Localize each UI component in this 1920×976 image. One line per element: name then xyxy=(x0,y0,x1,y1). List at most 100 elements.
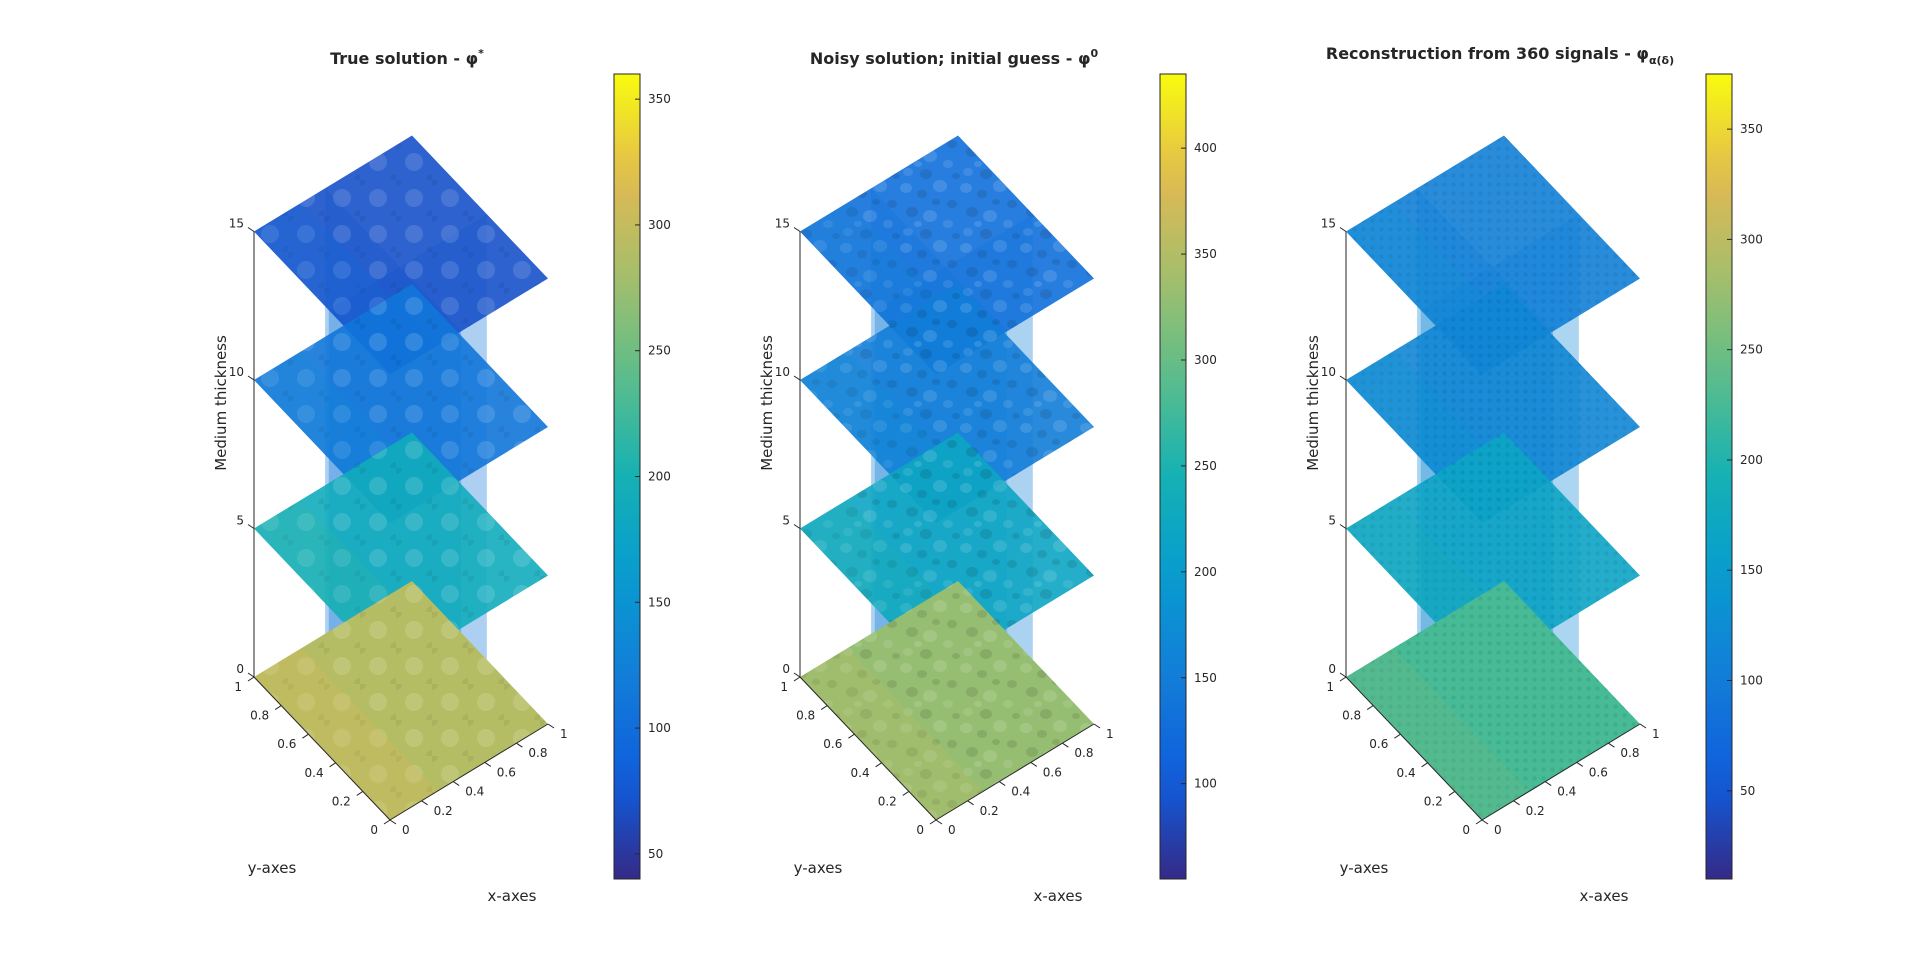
y-tick-label: 0 xyxy=(370,823,378,837)
colorbar: 50 100 150 200 250 300 350 xyxy=(613,73,671,880)
colorbar-gradient xyxy=(1706,74,1732,879)
y-tick-label: 0.6 xyxy=(1369,737,1388,751)
z-tick-label: 15 xyxy=(775,217,790,231)
x-tick-mark xyxy=(1030,761,1038,767)
z-tick-mark xyxy=(793,672,801,678)
x-axis-line xyxy=(389,723,549,821)
slice-z-0 xyxy=(800,581,1094,820)
y-tick-mark xyxy=(1421,762,1428,768)
x-tick-mark xyxy=(421,800,428,806)
x-tick-mark xyxy=(935,819,943,825)
x-axis-label: x-axes xyxy=(1034,887,1083,905)
z-tick-mark xyxy=(793,227,801,232)
x-tick-label: 1 xyxy=(560,727,568,741)
x-tick-label: 0.4 xyxy=(465,785,484,799)
x-tick-mark xyxy=(1639,723,1647,729)
z-tick-label: 5 xyxy=(236,514,244,528)
x-tick-mark xyxy=(967,800,974,806)
y-tick-mark xyxy=(274,705,282,711)
x-tick-label: 0.8 xyxy=(1074,746,1093,760)
x-axis-line xyxy=(935,723,1095,821)
y-axis-label: y-axes xyxy=(1340,859,1389,877)
y-tick-label: 0 xyxy=(916,823,924,837)
y-axis-line xyxy=(1345,676,1483,821)
y-tick-label: 0.4 xyxy=(851,766,870,780)
z-axis-label: Medium thickness xyxy=(1304,335,1322,471)
y-axis-line xyxy=(799,676,937,821)
y-tick-mark xyxy=(247,676,255,682)
y-axis-label: y-axes xyxy=(794,859,843,877)
z-tick-mark xyxy=(247,672,255,678)
x-tick-mark xyxy=(484,761,492,767)
colorbar-tick-label: 400 xyxy=(1194,141,1217,155)
colorbar-tick-label: 50 xyxy=(648,847,663,861)
colorbar-frame xyxy=(1159,73,1187,880)
x-tick-mark xyxy=(1608,742,1615,748)
y-tick-mark xyxy=(1475,819,1483,825)
y-tick-mark xyxy=(793,676,801,682)
x-tick-mark xyxy=(1544,781,1552,787)
z-tick-mark xyxy=(793,375,801,381)
panel-title: Noisy solution; initial guess - φ0 xyxy=(810,47,1099,68)
x-tick-mark xyxy=(389,819,397,825)
z-tick-mark xyxy=(247,524,255,529)
colorbar-tick-label: 300 xyxy=(648,218,671,232)
x-tick-label: 0.2 xyxy=(1526,804,1545,818)
y-tick-label: 0.4 xyxy=(305,766,324,780)
y-tick-mark xyxy=(1448,790,1456,796)
y-tick-label: 0.6 xyxy=(277,737,296,751)
z-tick-label: 15 xyxy=(1321,217,1336,231)
slice-surfaces xyxy=(254,135,548,820)
x-tick-mark xyxy=(1576,761,1584,767)
x-tick-mark xyxy=(452,781,460,787)
z-tick-label: 5 xyxy=(1328,514,1336,528)
y-tick-mark xyxy=(1366,705,1374,711)
colorbar-tick-label: 300 xyxy=(1740,232,1763,246)
colorbar-tick-label: 250 xyxy=(648,344,671,358)
z-tick-mark xyxy=(1339,375,1347,381)
colorbar-tick-label: 100 xyxy=(1194,777,1217,791)
z-tick-label: 15 xyxy=(229,217,244,231)
x-tick-label: 0.6 xyxy=(497,765,516,779)
z-tick-label: 10 xyxy=(775,365,790,379)
y-tick-mark xyxy=(902,790,910,796)
z-tick-label: 10 xyxy=(229,365,244,379)
y-tick-label: 0.2 xyxy=(1424,794,1443,808)
x-axis-line xyxy=(1481,723,1641,821)
y-axis-line xyxy=(253,676,391,821)
x-tick-label: 0 xyxy=(402,823,410,837)
y-tick-label: 0.2 xyxy=(878,794,897,808)
colorbar-tick-label: 300 xyxy=(1194,353,1217,367)
colorbar-tick-label: 350 xyxy=(1194,247,1217,261)
x-tick-mark xyxy=(1513,800,1520,806)
x-tick-label: 0.2 xyxy=(980,804,999,818)
x-tick-label: 0.2 xyxy=(434,804,453,818)
colorbar-frame xyxy=(1705,73,1733,880)
z-tick-label: 10 xyxy=(1321,365,1336,379)
colorbar-tick-label: 100 xyxy=(1740,674,1763,688)
colorbar: 50 100 150 200 250 300 350 xyxy=(1705,73,1763,880)
z-axis-label: Medium thickness xyxy=(758,335,776,471)
panel-title: Reconstruction from 360 signals - φα(δ) xyxy=(1326,44,1674,67)
colorbar-tick-label: 150 xyxy=(648,595,671,609)
y-tick-mark xyxy=(820,705,828,711)
z-tick-mark xyxy=(793,524,801,529)
x-axis-label: x-axes xyxy=(1580,887,1629,905)
x-tick-label: 0.8 xyxy=(1620,746,1639,760)
x-tick-label: 0.6 xyxy=(1043,765,1062,779)
y-tick-label: 0.4 xyxy=(1397,766,1416,780)
colorbar: 100 150 200 250 300 350 400 xyxy=(1159,73,1217,880)
y-tick-label: 1 xyxy=(780,680,788,694)
x-tick-label: 0.4 xyxy=(1011,785,1030,799)
y-tick-mark xyxy=(1394,733,1401,739)
x-tick-label: 1 xyxy=(1652,727,1660,741)
y-tick-mark xyxy=(329,762,336,768)
y-tick-label: 0 xyxy=(1462,823,1470,837)
x-tick-label: 0.8 xyxy=(528,746,547,760)
y-tick-label: 0.8 xyxy=(796,709,815,723)
